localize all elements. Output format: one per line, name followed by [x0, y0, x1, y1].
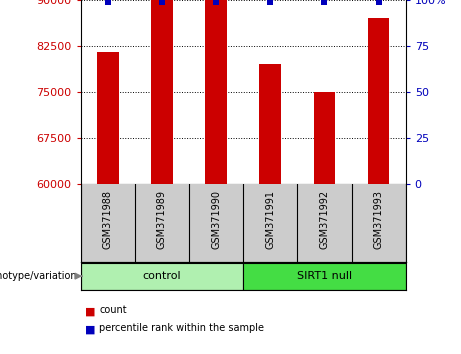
Point: [375, 0, 382, 5]
Text: genotype/variation: genotype/variation: [0, 271, 77, 281]
Text: GSM371988: GSM371988: [103, 190, 113, 249]
Text: GSM371991: GSM371991: [265, 190, 275, 249]
Bar: [313, 92, 335, 184]
Point: [266, 0, 274, 5]
Text: GSM371992: GSM371992: [319, 190, 330, 250]
Bar: [243, 263, 406, 290]
Text: GSM371989: GSM371989: [157, 190, 167, 249]
Point: [104, 0, 112, 5]
Text: count: count: [99, 305, 127, 315]
Text: ■: ■: [85, 325, 96, 335]
Point: [321, 0, 328, 5]
Bar: [81, 263, 243, 290]
Bar: [260, 64, 281, 184]
Text: percentile rank within the sample: percentile rank within the sample: [99, 323, 264, 333]
Text: GSM371990: GSM371990: [211, 190, 221, 249]
Text: SIRT1 null: SIRT1 null: [297, 271, 352, 281]
Point: [213, 0, 220, 5]
Bar: [368, 18, 390, 184]
Point: [158, 0, 165, 5]
Text: control: control: [142, 271, 181, 281]
Text: GSM371993: GSM371993: [373, 190, 384, 249]
Bar: [97, 52, 118, 184]
Bar: [205, 0, 227, 184]
Text: ■: ■: [85, 307, 96, 317]
Bar: [151, 0, 173, 184]
